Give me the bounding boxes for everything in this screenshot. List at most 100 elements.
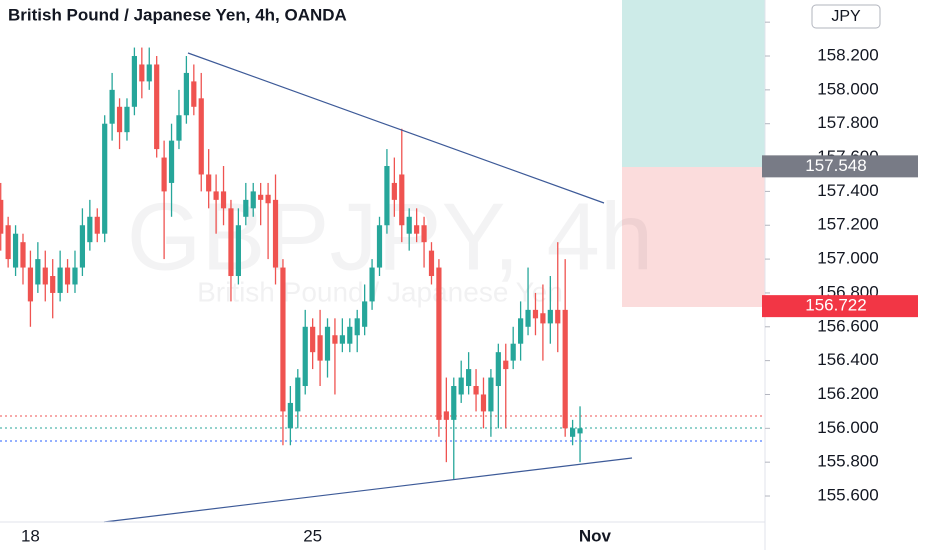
candle-body [176, 115, 182, 141]
candle-body [302, 326, 308, 387]
profit-zone [622, 0, 765, 167]
candle-body [265, 194, 271, 204]
candle-body [391, 182, 397, 200]
candle-body [102, 123, 108, 234]
candle-body [27, 267, 34, 302]
candle-body [154, 64, 160, 150]
trendline [187, 52, 605, 204]
candle-body [488, 377, 494, 412]
candle-body [272, 199, 279, 268]
candle-body [183, 72, 189, 116]
y-tick-label: 156.000 [817, 418, 878, 437]
price-label-box [762, 295, 918, 318]
watermark-subtitle: British Pound / Japanese Yen [197, 276, 563, 307]
candle-body [414, 225, 420, 234]
candle-body [146, 64, 152, 82]
candle-body [570, 428, 576, 437]
price-label: 156.722 [805, 296, 866, 315]
candle-body [287, 402, 293, 429]
candle-body [198, 98, 204, 175]
y-tick-label: 155.600 [817, 485, 878, 504]
currency-label: JPY [831, 8, 861, 25]
y-tick-label: 156.400 [817, 350, 878, 369]
y-tick-label: 158.000 [817, 79, 878, 98]
candle-body [480, 394, 487, 412]
candle-body [362, 301, 368, 327]
candle-body [451, 386, 457, 420]
candle-body [131, 56, 138, 107]
candle-body [503, 360, 509, 370]
candle-body [518, 318, 524, 344]
candle-body [79, 225, 86, 268]
y-tick-label: 157.000 [817, 249, 878, 268]
candle-body [35, 259, 41, 285]
candle-body [562, 309, 568, 429]
chart-title: British Pound / Japanese Yen, 4h, OANDA [8, 5, 347, 24]
candle-body [50, 276, 56, 293]
candle-body [87, 216, 93, 243]
candle-body [421, 225, 427, 243]
candle-body [191, 81, 197, 107]
candle-body [94, 216, 100, 234]
x-tick-label: 18 [21, 526, 40, 545]
price-axis: 155.600 155.800 156.000 156.200 156.400 156.6… [762, 12, 918, 504]
watermark: GBPJPY, 4h [127, 183, 654, 290]
x-tick-label: Nov [579, 526, 612, 545]
candle-body [228, 208, 234, 277]
candle-body [310, 326, 316, 353]
candle-body [540, 313, 546, 324]
x-tick-label: 25 [303, 526, 322, 545]
candle-body [250, 191, 256, 209]
price-label-box [762, 155, 918, 178]
loss-zone [622, 167, 765, 307]
candle-body [42, 267, 48, 285]
y-tick-label: 157.400 [817, 181, 878, 200]
trendline [103, 457, 633, 523]
candle-body [213, 191, 219, 200]
candle-body [168, 140, 175, 183]
candle-body [20, 242, 26, 268]
candle-body [495, 352, 501, 387]
y-tick-label: 157.800 [817, 113, 878, 132]
candle-body [547, 309, 553, 324]
candle-body [109, 89, 115, 124]
candle-body [280, 267, 286, 412]
y-tick-label: 155.800 [817, 452, 878, 471]
candle-body [116, 106, 123, 133]
candle-body [243, 199, 249, 217]
y-tick-label: 156.200 [817, 384, 878, 403]
candle-body [317, 335, 323, 361]
candle-body [139, 64, 145, 82]
candle-body [161, 157, 167, 192]
candle-body [376, 225, 383, 268]
candle-body [525, 309, 531, 327]
candle-body [369, 267, 375, 302]
candle-body [295, 377, 301, 412]
candle-body [406, 216, 412, 234]
candle-body [510, 343, 516, 361]
candle-body [532, 309, 539, 319]
candle-body [324, 326, 331, 361]
candle-body [0, 199, 4, 234]
candle-body [12, 233, 19, 268]
candle-body [458, 377, 464, 395]
candle-body [347, 326, 353, 344]
candle-body [466, 369, 472, 387]
candle-body [577, 428, 583, 434]
title-bg [0, 0, 600, 32]
candle-body [220, 191, 227, 209]
candle-body [339, 335, 345, 344]
candle-body [443, 411, 449, 420]
y-tick-label: 156.600 [817, 316, 878, 335]
y-tick-label: 157.200 [817, 215, 878, 234]
candle-body [64, 267, 71, 285]
candle-body [258, 194, 264, 200]
candles [0, 47, 583, 480]
currency-button[interactable] [811, 4, 881, 29]
candle-body [235, 225, 241, 277]
candle-body [72, 267, 78, 285]
candle-body [332, 335, 338, 344]
candle-body [354, 318, 360, 336]
candle-body [124, 106, 130, 133]
